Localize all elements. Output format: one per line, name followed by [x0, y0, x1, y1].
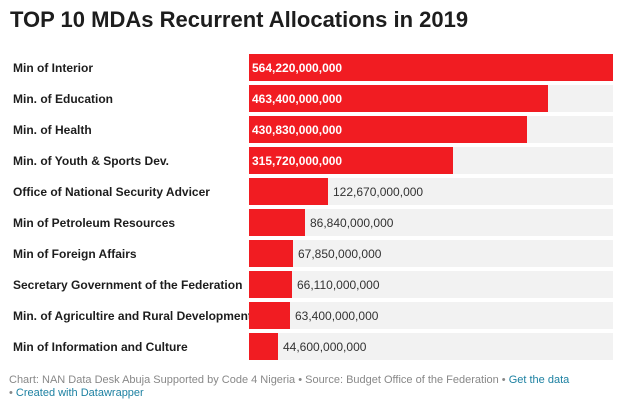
- category-label: Min of Petroleum Resources: [13, 216, 176, 230]
- bar-track: [249, 178, 613, 205]
- footer-source-text: Chart: NAN Data Desk Abuja Supported by …: [9, 374, 509, 386]
- created-with-datawrapper-link[interactable]: Created with Datawrapper: [15, 387, 144, 399]
- bar: [249, 271, 292, 298]
- bar: [249, 240, 293, 267]
- value-label: 315,720,000,000: [252, 154, 343, 168]
- bar: [249, 302, 290, 329]
- value-label: 430,830,000,000: [252, 123, 343, 137]
- category-label: Secretary Government of the Federation: [13, 278, 243, 292]
- category-label: Min. of Agricultire and Rural Developmen…: [13, 309, 252, 323]
- bar: [249, 85, 548, 112]
- bar: [249, 54, 613, 81]
- bar-track: [249, 147, 613, 174]
- bar-track: [249, 271, 613, 298]
- category-label: Min. of Youth & Sports Dev.: [13, 154, 169, 168]
- category-label: Min of Foreign Affairs: [13, 247, 137, 261]
- category-label: Office of National Security Advicer: [13, 185, 210, 199]
- bar-track: [249, 116, 613, 143]
- bar: [249, 178, 328, 205]
- bar-track: [249, 333, 613, 360]
- bar-track: [249, 54, 613, 81]
- value-label: 67,850,000,000: [298, 247, 382, 261]
- value-label: 86,840,000,000: [310, 216, 394, 230]
- bar: [249, 147, 453, 174]
- get-the-data-link[interactable]: Get the data: [508, 374, 570, 386]
- value-label: 63,400,000,000: [295, 309, 379, 323]
- bar: [249, 333, 278, 360]
- bar: [249, 116, 527, 143]
- category-label: Min. of Health: [13, 123, 92, 137]
- category-label: Min of Information and Culture: [13, 340, 188, 354]
- bar-track: [249, 240, 613, 267]
- value-label: 564,220,000,000: [252, 61, 343, 75]
- value-label: 44,600,000,000: [283, 340, 367, 354]
- footer-separator: •: [9, 387, 16, 399]
- category-label: Min. of Education: [13, 92, 113, 106]
- chart-footer: Chart: NAN Data Desk Abuja Supported by …: [9, 374, 579, 400]
- category-label: Min of Interior: [13, 61, 93, 75]
- bar: [249, 209, 305, 236]
- bar-track: [249, 85, 613, 112]
- chart-title: TOP 10 MDAs Recurrent Allocations in 201…: [10, 7, 469, 32]
- value-label: 463,400,000,000: [252, 92, 343, 106]
- bar-track: [249, 302, 613, 329]
- bar-track: [249, 209, 613, 236]
- value-label: 66,110,000,000: [297, 278, 380, 292]
- value-label: 122,670,000,000: [333, 185, 424, 199]
